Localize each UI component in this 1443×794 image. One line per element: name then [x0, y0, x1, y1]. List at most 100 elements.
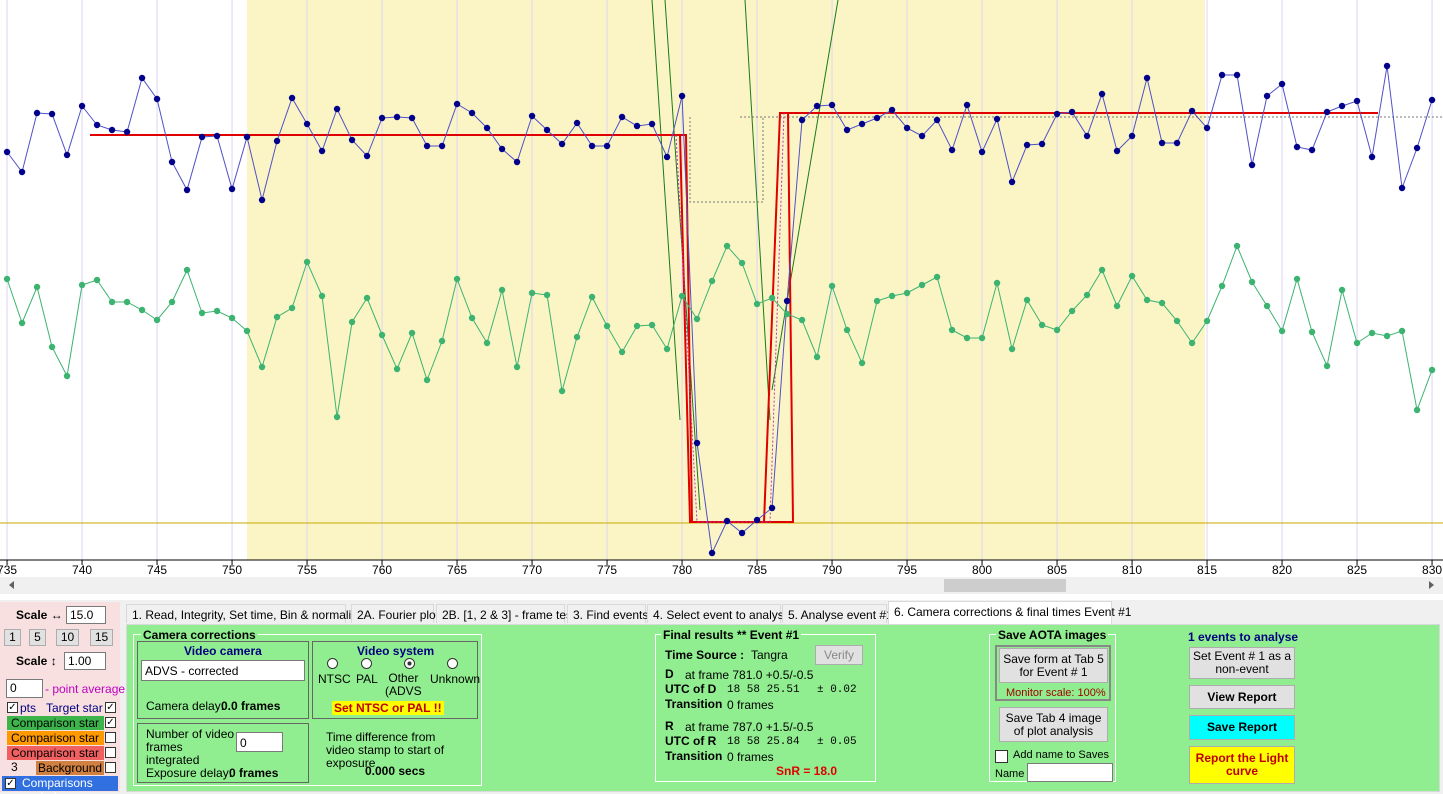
- radio[interactable]: [327, 658, 338, 669]
- data-point: [1383, 332, 1391, 340]
- data-point: [1203, 317, 1211, 325]
- save-form-button[interactable]: Save form at Tab 5 for Event # 1: [999, 648, 1108, 683]
- data-point: [1338, 102, 1346, 110]
- data-point: [198, 133, 206, 141]
- verify-button[interactable]: Verify: [815, 645, 863, 665]
- data-point: [978, 334, 986, 342]
- group-box: [137, 723, 309, 783]
- data-point: [243, 327, 251, 335]
- data-point: [213, 307, 221, 315]
- data-point: [1218, 282, 1226, 290]
- data-point: [738, 529, 746, 537]
- radio-label: PAL: [356, 672, 378, 686]
- scrollbar-thumb[interactable]: [944, 579, 1066, 592]
- data-point: [228, 185, 236, 193]
- name-input[interactable]: [1027, 763, 1113, 782]
- data-point: [798, 316, 806, 324]
- data-point: [918, 281, 926, 289]
- data-point: [1023, 296, 1031, 304]
- tab[interactable]: 4. Select event to analyse: [647, 604, 790, 623]
- data-point: [1428, 366, 1436, 374]
- label: - point average: [45, 682, 126, 696]
- dropdown[interactable]: 0: [6, 679, 43, 698]
- data-point: [1398, 327, 1406, 335]
- data-point: [1038, 140, 1046, 148]
- camera-dropdown[interactable]: ADVS - corrected: [141, 660, 305, 681]
- value: ± 0.02: [817, 684, 857, 696]
- data-point: [873, 114, 881, 122]
- data-point: [588, 293, 596, 301]
- checkbox[interactable]: ✓: [5, 778, 16, 789]
- data-point: [138, 74, 146, 82]
- scroll-left[interactable]: [9, 581, 14, 589]
- expected-event: [689, 117, 764, 203]
- data-point: [1158, 299, 1166, 307]
- scale-button[interactable]: 1: [4, 629, 21, 646]
- data-point: [33, 283, 41, 291]
- data-point: [33, 109, 41, 117]
- data-point: [873, 297, 881, 305]
- data-point: [888, 106, 896, 114]
- report-light-curve-button[interactable]: Report the Light curve: [1189, 746, 1295, 784]
- spinner[interactable]: 1.00: [64, 652, 106, 670]
- data-point: [93, 276, 101, 284]
- data-point: [828, 101, 836, 109]
- data-point: [1233, 71, 1241, 79]
- data-point: [183, 266, 191, 274]
- data-point: [573, 119, 581, 127]
- spinner[interactable]: 15.0: [66, 606, 106, 624]
- data-point: [78, 102, 86, 110]
- data-point: [288, 304, 296, 312]
- save-tab4-button[interactable]: Save Tab 4 image of plot analysis: [999, 707, 1108, 742]
- value: 0.000 secs: [365, 764, 426, 778]
- radio[interactable]: [404, 658, 415, 669]
- scale-button[interactable]: 10: [56, 629, 79, 646]
- data-point: [1308, 146, 1316, 154]
- data-point: [663, 345, 671, 353]
- data-point: [558, 387, 566, 395]
- data-point: [168, 158, 176, 166]
- radio[interactable]: [361, 658, 372, 669]
- data-point: [1008, 345, 1016, 353]
- data-point: [1353, 97, 1361, 105]
- checkbox[interactable]: ✓: [105, 702, 116, 713]
- data-point: [3, 275, 11, 283]
- data-point: [708, 549, 716, 557]
- data-point: [468, 109, 476, 117]
- tab[interactable]: 2B. [1, 2 & 3] - frame test: [436, 604, 575, 623]
- scroll-right[interactable]: [1429, 581, 1434, 589]
- checkbox[interactable]: [105, 747, 116, 758]
- data-point: [723, 242, 731, 250]
- scale-button[interactable]: 5: [29, 629, 46, 646]
- tab[interactable]: 5. Analyse event #1: [782, 604, 893, 623]
- data-point: [933, 116, 941, 124]
- data-point: [1308, 328, 1316, 336]
- data-point: [1278, 327, 1286, 335]
- tab[interactable]: 2A. Fourier plot: [351, 604, 439, 623]
- data-point: [1188, 339, 1196, 347]
- radio[interactable]: [447, 658, 458, 669]
- data-point: [363, 152, 371, 160]
- checkbox[interactable]: [105, 732, 116, 743]
- data-point: [1368, 329, 1376, 337]
- checkbox[interactable]: [105, 762, 116, 773]
- checkbox[interactable]: ✓: [105, 717, 116, 728]
- checkbox[interactable]: ✓: [7, 702, 18, 713]
- data-point: [828, 282, 836, 290]
- set-non-event-button[interactable]: Set Event # 1 as a non-event: [1189, 647, 1295, 679]
- tab-selected[interactable]: 6. Camera corrections & final times Even…: [888, 601, 1131, 625]
- model-curve: [771, 0, 839, 391]
- data-point: [408, 329, 416, 337]
- data-point: [48, 343, 56, 351]
- value: at frame 787.0 +1.5/-0.5: [685, 720, 814, 734]
- tab[interactable]: 1. Read, Integrity, Set time, Bin & norm…: [126, 604, 364, 623]
- save-report-button[interactable]: Save Report: [1189, 715, 1295, 740]
- view-report-button[interactable]: View Report: [1189, 685, 1295, 709]
- checkbox[interactable]: [995, 750, 1008, 763]
- data-point: [1113, 302, 1121, 310]
- dropdown[interactable]: 0: [236, 732, 283, 752]
- scale-button[interactable]: 15: [90, 629, 113, 646]
- tab[interactable]: 3. Find events: [567, 604, 648, 623]
- scrollbar[interactable]: [0, 577, 1443, 594]
- radio-label: Unknown: [430, 672, 481, 686]
